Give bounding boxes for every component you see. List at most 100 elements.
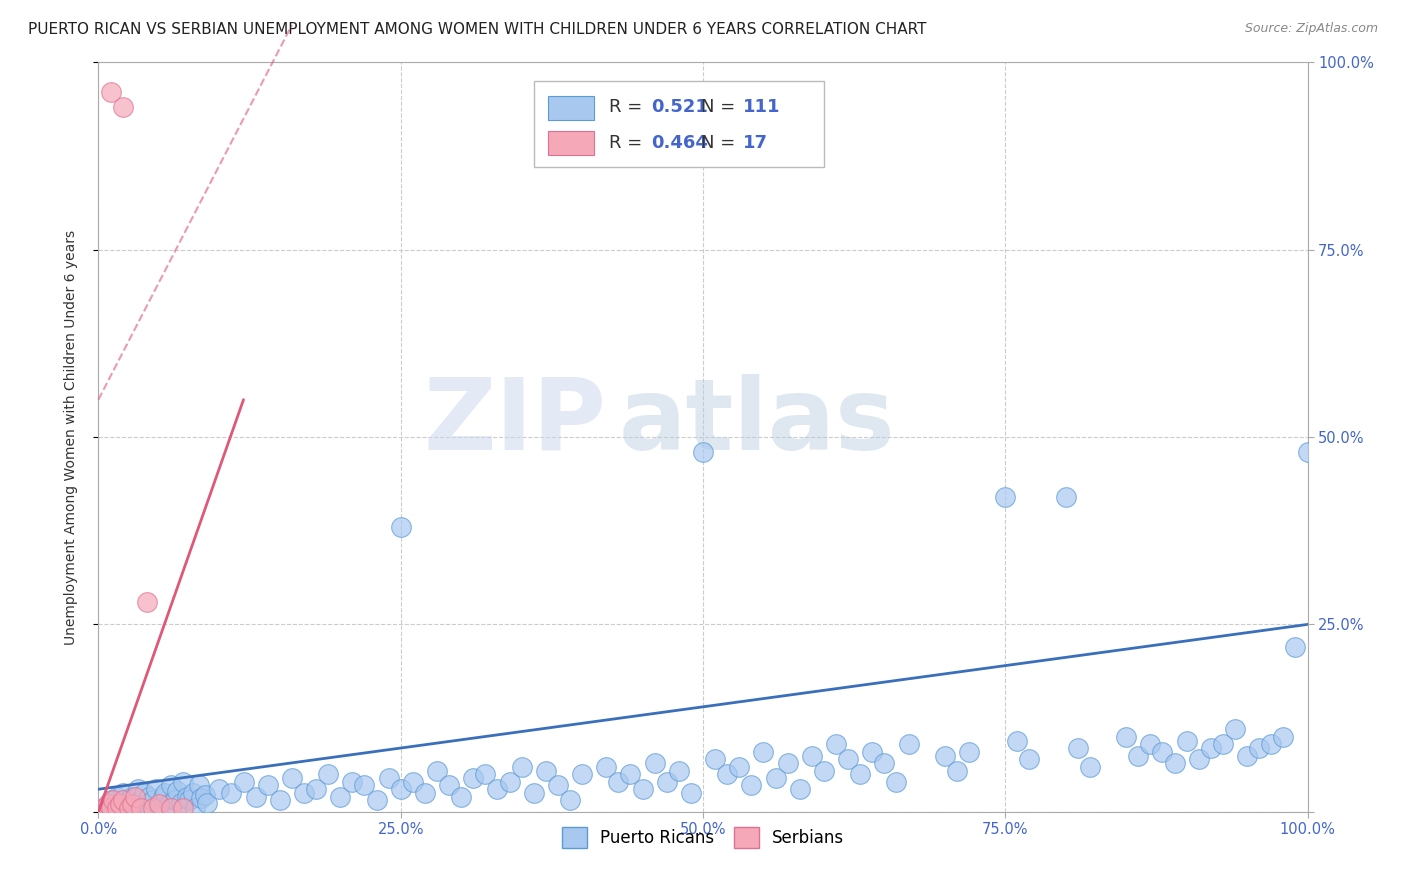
Point bbox=[1054, 490, 1077, 504]
Point bbox=[100, 86, 122, 100]
Point bbox=[269, 793, 291, 807]
Text: atlas: atlas bbox=[619, 374, 896, 471]
Point bbox=[100, 801, 122, 815]
Point bbox=[825, 737, 848, 751]
Text: R =: R = bbox=[609, 98, 648, 116]
Point bbox=[93, 801, 115, 815]
Point bbox=[353, 779, 375, 793]
Point bbox=[728, 760, 751, 774]
Point bbox=[111, 793, 134, 807]
Point bbox=[474, 767, 496, 781]
Point bbox=[1115, 730, 1137, 744]
Point bbox=[172, 801, 194, 815]
Point bbox=[1199, 741, 1222, 756]
Point bbox=[256, 779, 278, 793]
Point bbox=[190, 791, 212, 805]
Point bbox=[1078, 760, 1101, 774]
Point bbox=[305, 782, 328, 797]
Text: PUERTO RICAN VS SERBIAN UNEMPLOYMENT AMONG WOMEN WITH CHILDREN UNDER 6 YEARS COR: PUERTO RICAN VS SERBIAN UNEMPLOYMENT AMO… bbox=[28, 22, 927, 37]
Point bbox=[498, 774, 520, 789]
Text: N =: N = bbox=[700, 98, 741, 116]
Point bbox=[994, 490, 1017, 504]
Point bbox=[1188, 752, 1211, 766]
Point bbox=[366, 793, 388, 807]
Point bbox=[837, 752, 859, 766]
Text: N =: N = bbox=[700, 134, 741, 152]
Text: ZIP: ZIP bbox=[423, 374, 606, 471]
Point bbox=[704, 752, 727, 766]
Point bbox=[946, 764, 969, 778]
Point bbox=[176, 789, 198, 804]
Point bbox=[595, 760, 617, 774]
Point bbox=[138, 789, 160, 804]
Point bbox=[1067, 741, 1090, 756]
Point bbox=[957, 745, 980, 759]
Point bbox=[129, 793, 152, 807]
Point bbox=[534, 764, 557, 778]
Point bbox=[679, 786, 702, 800]
Point bbox=[101, 793, 124, 807]
Point bbox=[1018, 752, 1040, 766]
Point bbox=[716, 767, 738, 781]
Point bbox=[1249, 741, 1271, 756]
Point bbox=[426, 764, 449, 778]
Point bbox=[402, 774, 425, 789]
Point bbox=[1260, 737, 1282, 751]
Point bbox=[413, 786, 436, 800]
Point bbox=[389, 782, 412, 797]
Point bbox=[619, 767, 641, 781]
Point bbox=[245, 789, 267, 804]
Point bbox=[179, 793, 201, 807]
Point bbox=[118, 793, 141, 807]
Point bbox=[1272, 730, 1295, 744]
Point bbox=[184, 801, 207, 815]
Point bbox=[631, 782, 654, 797]
Point bbox=[1284, 640, 1306, 654]
Point bbox=[1128, 748, 1150, 763]
Text: 111: 111 bbox=[742, 98, 780, 116]
Point bbox=[135, 797, 157, 812]
Point bbox=[752, 745, 775, 759]
Point bbox=[607, 774, 630, 789]
Point bbox=[873, 756, 896, 770]
Point bbox=[105, 801, 128, 815]
Text: R =: R = bbox=[609, 134, 648, 152]
Point bbox=[111, 100, 134, 114]
Point bbox=[1175, 733, 1198, 747]
Point bbox=[108, 797, 131, 812]
Point bbox=[121, 789, 143, 804]
Point bbox=[571, 767, 593, 781]
Point bbox=[1296, 445, 1319, 459]
Point bbox=[121, 797, 143, 812]
FancyBboxPatch shape bbox=[534, 81, 824, 168]
Legend: Puerto Ricans, Serbians: Puerto Ricans, Serbians bbox=[553, 819, 853, 855]
Point bbox=[127, 782, 149, 797]
Point bbox=[789, 782, 811, 797]
Point bbox=[135, 595, 157, 609]
Point bbox=[776, 756, 799, 770]
Point bbox=[1236, 748, 1258, 763]
Point bbox=[142, 801, 165, 815]
Point bbox=[101, 801, 124, 815]
Point bbox=[166, 783, 188, 797]
Point bbox=[934, 748, 956, 763]
Point bbox=[129, 801, 152, 815]
Point bbox=[342, 774, 364, 789]
Text: 0.521: 0.521 bbox=[651, 98, 707, 116]
Point bbox=[316, 767, 339, 781]
Point bbox=[558, 793, 581, 807]
Point bbox=[208, 782, 231, 797]
Point bbox=[849, 767, 872, 781]
Text: Source: ZipAtlas.com: Source: ZipAtlas.com bbox=[1244, 22, 1378, 36]
Point bbox=[160, 801, 183, 815]
Point bbox=[142, 793, 165, 807]
Point bbox=[897, 737, 920, 751]
Point bbox=[187, 779, 209, 793]
Point bbox=[813, 764, 835, 778]
Point bbox=[1152, 745, 1174, 759]
Point bbox=[163, 793, 186, 807]
Point bbox=[153, 786, 176, 800]
Point bbox=[644, 756, 666, 770]
FancyBboxPatch shape bbox=[548, 130, 595, 154]
Point bbox=[111, 786, 134, 800]
